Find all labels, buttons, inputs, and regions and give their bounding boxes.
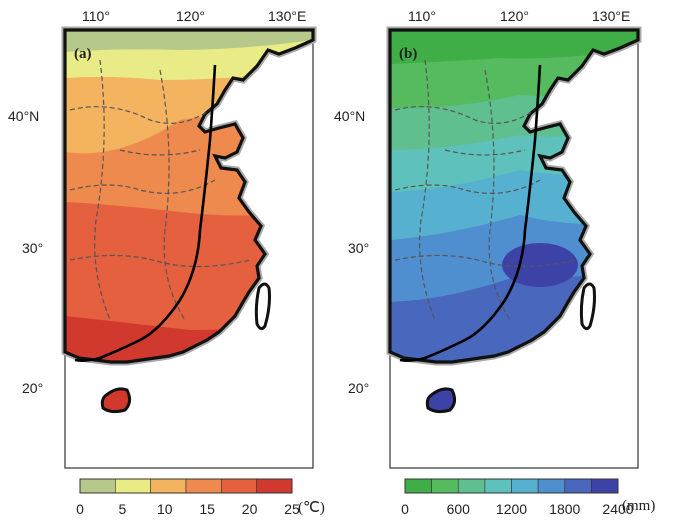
colorbar-b-swatch-0 bbox=[404, 478, 432, 494]
panel-a-lon-110: 110° bbox=[82, 8, 110, 24]
colorbar-b-unit: (mm) bbox=[622, 498, 656, 514]
panel-a-lat-20: 20° bbox=[22, 380, 44, 396]
colorbar-b-tick-label: 1800 bbox=[549, 501, 581, 517]
panel-b-lon-110: 110° bbox=[408, 8, 436, 24]
panel-a-taiwan bbox=[254, 282, 271, 331]
colorbar-b-outline bbox=[404, 478, 619, 494]
colorbar-b-tick-label: 600 bbox=[446, 501, 470, 517]
temperature-field bbox=[65, 30, 313, 362]
colorbar-a-swatch-0 bbox=[79, 478, 116, 494]
colorbar-a-swatch-3 bbox=[185, 478, 222, 494]
panel-b-lat-30: 30° bbox=[348, 240, 370, 256]
colorbar-b-swatch-5 bbox=[537, 478, 566, 494]
colorbar-b-tick-label: 2400 bbox=[602, 501, 634, 517]
panel-a-lon-130: 130°E bbox=[268, 8, 307, 24]
panel-b-lat-20: 20° bbox=[348, 380, 370, 396]
colorbar-a-tick-label: 10 bbox=[157, 501, 173, 517]
colorbar-a-outline bbox=[79, 478, 293, 494]
colorbar-a-unit: (℃) bbox=[298, 500, 325, 516]
panel-b-label: (b) bbox=[399, 46, 418, 62]
colorbar-a-tick-label: 25 bbox=[284, 501, 300, 517]
colorbar-a-swatch-1 bbox=[115, 478, 151, 494]
panel-a-lat-30: 30° bbox=[22, 240, 44, 256]
panel-b-lon-130: 130°E bbox=[592, 8, 631, 24]
panel-a-boundary-line bbox=[74, 64, 217, 362]
panel-a-label: (a) bbox=[74, 46, 92, 62]
colorbar-a-swatch-5 bbox=[256, 478, 293, 494]
colorbar-b-swatch-2 bbox=[457, 478, 486, 494]
colorbar-a-swatch-4 bbox=[221, 478, 257, 494]
panel-b-boundary-line bbox=[399, 64, 542, 362]
panel-a-lon-120: 120° bbox=[176, 8, 205, 24]
colorbar-b-tick-label: 1200 bbox=[495, 501, 528, 517]
colorbar-b bbox=[404, 478, 619, 494]
colorbar-a-tick-label: 0 bbox=[76, 501, 84, 517]
colorbar-a-tick-label: 20 bbox=[241, 501, 258, 517]
colorbar-b-swatch-3 bbox=[484, 478, 512, 494]
colorbar-b-swatch-7 bbox=[591, 478, 619, 494]
colorbar-a bbox=[79, 478, 293, 494]
panel-b-lon-120: 120° bbox=[500, 8, 529, 24]
panel-b-province-lines bbox=[394, 59, 576, 321]
panel-a-map bbox=[65, 30, 313, 469]
colorbar-b-swatch-1 bbox=[431, 478, 459, 494]
panel-b-lat-40: 40°N bbox=[334, 108, 366, 124]
colorbar-a-tick-label: 5 bbox=[118, 501, 127, 517]
panel-a-province-lines bbox=[69, 59, 251, 321]
colorbar-b-swatch-4 bbox=[511, 478, 539, 494]
colorbar-b-tick-label: 0 bbox=[401, 501, 409, 517]
colorbar-a-tick-label: 15 bbox=[199, 501, 215, 517]
colorbar-b-swatch-6 bbox=[564, 478, 592, 494]
panel-b-map bbox=[390, 30, 638, 469]
panel-a-lat-40: 40°N bbox=[8, 108, 40, 124]
panel-b-taiwan bbox=[579, 282, 596, 331]
colorbar-a-swatch-2 bbox=[150, 478, 187, 494]
